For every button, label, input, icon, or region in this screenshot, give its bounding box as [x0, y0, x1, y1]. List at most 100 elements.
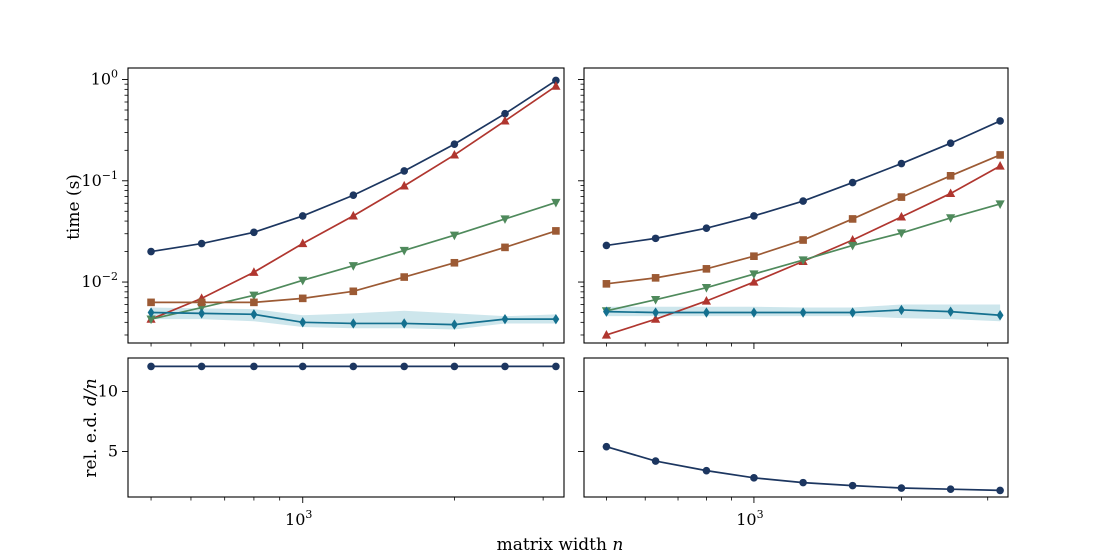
brown-square-point	[750, 252, 758, 260]
teal-diamond-point	[400, 318, 408, 329]
axes-frame	[583, 357, 1009, 498]
green-triangle-down-point	[500, 215, 510, 224]
brown-square-point	[450, 258, 459, 267]
x-tick-label: 103	[285, 508, 312, 529]
green-triangle-down-point	[399, 246, 409, 256]
teal-diamond-point	[198, 308, 206, 319]
navy-circle-point	[250, 362, 258, 371]
teal-diamond-point	[849, 307, 857, 318]
teal-diamond-point	[349, 318, 357, 329]
brown-square-point	[848, 215, 857, 223]
green-triangle-down-point	[146, 315, 156, 325]
navy-circle-point	[147, 362, 155, 371]
red-triangle-up-point	[946, 188, 956, 198]
teal-diamond-point	[996, 310, 1004, 321]
navy-circle-point	[552, 362, 560, 371]
brown-square-point	[250, 298, 258, 307]
red-triangle-up-point	[995, 160, 1005, 170]
red-triangle-up-line	[150, 85, 557, 320]
brown-square-point	[651, 274, 660, 282]
red-triangle-up-point	[348, 210, 358, 220]
axes-frame	[583, 67, 1009, 344]
navy-circle-point	[702, 466, 711, 475]
brown-square-point	[946, 172, 955, 180]
green-triangle-down-point	[701, 284, 712, 293]
top-ylabel: time (s)	[64, 174, 84, 240]
brown-square-point	[552, 227, 560, 235]
green-triangle-down-point	[249, 291, 259, 301]
red-triangle-up-point	[449, 149, 460, 159]
navy-circle-point	[501, 109, 509, 118]
brown-square-point	[702, 265, 711, 273]
navy-circle-point	[946, 485, 955, 494]
navy-circle-point	[147, 247, 155, 256]
y-tick-label: 100	[91, 68, 118, 89]
axes-frame	[127, 67, 565, 344]
red-triangle-up-point	[896, 211, 907, 221]
green-triangle-down-point	[298, 276, 308, 286]
brown-square-point	[197, 298, 206, 307]
green-triangle-down-point	[348, 262, 358, 271]
brown-square-point	[602, 280, 611, 288]
bottom-ylabel: rel. e.d. d/n	[81, 378, 101, 477]
brown-square-point	[501, 243, 509, 252]
navy-circle-point	[799, 197, 807, 205]
navy-circle-point	[197, 362, 206, 371]
navy-circle-point	[848, 481, 857, 490]
teal-diamond-point	[652, 307, 660, 318]
navy-circle-line	[606, 120, 1001, 247]
green-triangle-down-point	[798, 256, 808, 266]
brown-square-point	[147, 298, 155, 307]
brown-square-point	[897, 193, 906, 201]
navy-circle-point	[501, 362, 509, 371]
red-triangle-up-point	[500, 115, 510, 125]
red-triangle-up-point	[249, 267, 259, 276]
red-triangle-up-point	[651, 314, 661, 323]
brown-square-point	[349, 287, 358, 296]
red-triangle-up-point	[551, 81, 561, 90]
teal-diamond-point	[750, 307, 758, 318]
navy-circle-point	[450, 362, 459, 371]
navy-circle-point	[799, 478, 807, 487]
green-triangle-down-point	[896, 229, 907, 239]
red-triangle-up-point	[701, 295, 712, 305]
brown-square-point	[996, 151, 1004, 159]
y-tick-label: 10−2	[81, 270, 118, 291]
navy-circle-point	[400, 362, 409, 371]
brown-square-point	[799, 236, 807, 244]
red-triangle-up-point	[749, 277, 759, 286]
brown-square-point	[298, 294, 307, 303]
teal-diamond-point	[299, 317, 307, 328]
red-triangle-up-point	[399, 180, 409, 190]
panel-bottom-right: 103	[578, 357, 1009, 529]
navy-circle-point	[349, 191, 358, 200]
navy-circle-point	[197, 239, 206, 248]
y-tick-label: 10−1	[81, 169, 118, 190]
red-triangle-up-point	[848, 235, 858, 244]
navy-circle-point	[897, 159, 906, 168]
navy-circle-point	[298, 212, 307, 220]
teal-diamond-point	[898, 304, 905, 316]
red-triangle-up-point	[601, 329, 612, 339]
panel-bottom-left: 10 5 103	[98, 357, 565, 529]
navy-circle-point	[996, 117, 1004, 125]
navy-circle-point	[349, 362, 358, 371]
navy-circle-point	[602, 442, 611, 451]
navy-circle-point	[946, 139, 955, 148]
green-triangle-down-point	[946, 214, 956, 223]
navy-circle-point	[651, 457, 660, 465]
navy-circle-point	[702, 224, 711, 233]
navy-circle-point	[996, 486, 1004, 495]
navy-circle-point	[298, 362, 307, 371]
teal-diamond-point	[552, 313, 560, 325]
navy-circle-line	[150, 79, 557, 253]
green-triangle-down-point	[449, 231, 460, 241]
navy-circle-point	[848, 178, 857, 187]
panel-top-left: 100 10−1 10−2	[81, 67, 565, 349]
navy-circle-point	[400, 167, 409, 175]
teal-diamond-point	[703, 307, 710, 318]
teal-diamond-point	[250, 309, 258, 320]
navy-circle-point	[552, 76, 560, 85]
teal-diamond-point	[947, 306, 955, 317]
